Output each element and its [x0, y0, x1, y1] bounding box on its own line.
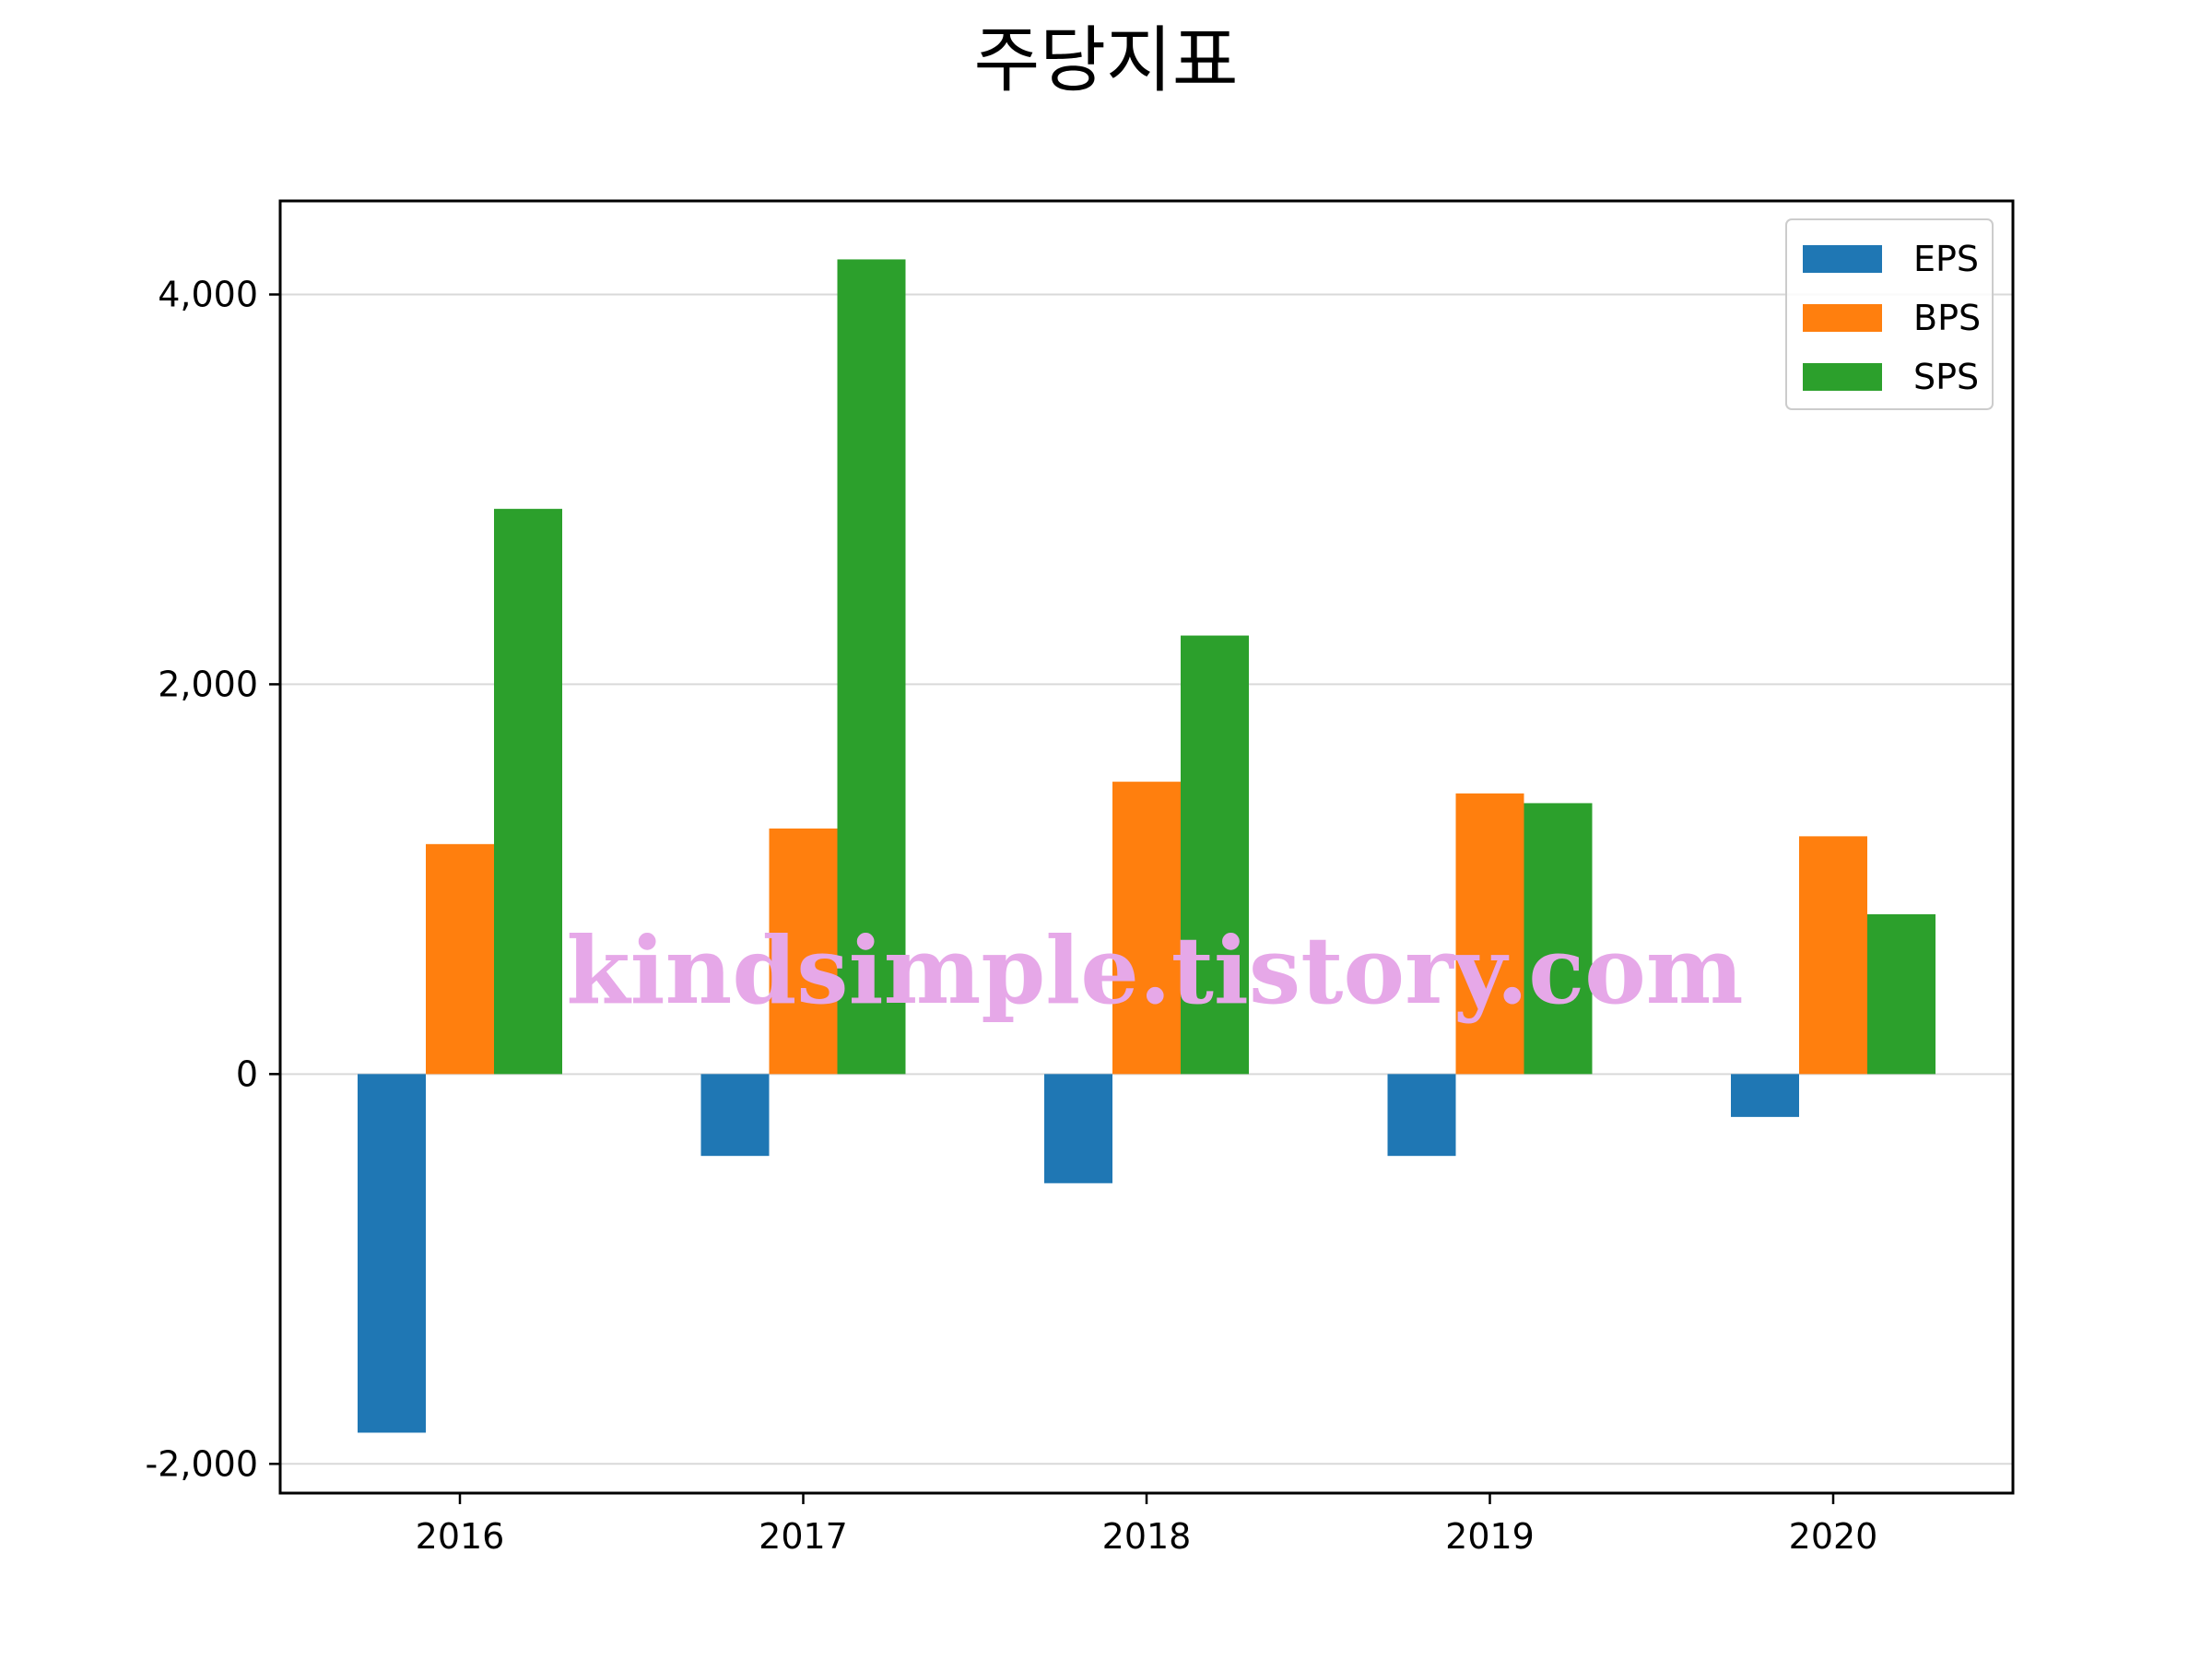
x-tick-label: 2016: [416, 1516, 505, 1557]
legend-label-bps: BPS: [1913, 298, 1981, 338]
bar-eps-2018: [1044, 1074, 1112, 1183]
bars: [358, 259, 1936, 1433]
plot-frame: [278, 199, 2015, 1495]
bar-sps-2018: [1181, 635, 1249, 1075]
bar-eps-2017: [700, 1074, 770, 1157]
bar-sps-2020: [1867, 913, 1936, 1075]
bar-bps-2018: [1112, 782, 1181, 1075]
gridlines: [280, 293, 2013, 1465]
y-tick-label: 2,000: [158, 664, 258, 704]
x-tick-label: 2019: [1445, 1516, 1535, 1557]
y-tick-label: 4,000: [158, 275, 258, 315]
x-tick-label: 2017: [759, 1516, 848, 1557]
bar-eps-2016: [358, 1074, 426, 1433]
y-tick-label: -2,000: [146, 1443, 259, 1484]
legend-swatch-sps: [1803, 363, 1882, 391]
bar-bps-2020: [1799, 836, 1867, 1075]
bar-bps-2016: [426, 843, 494, 1075]
y-axis: -2,000 0 2,000 4,000: [146, 275, 280, 1484]
x-axis: 2016 2017 2018 2019 2020: [416, 1493, 1878, 1557]
y-tick-label: 0: [236, 1053, 258, 1094]
chart-title: 주당지표: [973, 19, 1238, 102]
x-tick-label: 2018: [1102, 1516, 1192, 1557]
x-tick-label: 2020: [1789, 1516, 1878, 1557]
legend-label-eps: EPS: [1913, 239, 1979, 279]
legend-label-sps: SPS: [1913, 357, 1979, 397]
bar-eps-2020: [1731, 1074, 1799, 1117]
legend-swatch-eps: [1803, 245, 1882, 273]
watermark: kindsimple.tistory.com: [566, 916, 1743, 1025]
legend: EPS BPS SPS: [1785, 218, 1994, 410]
bar-sps-2016: [494, 509, 562, 1075]
bar-sps-2017: [837, 259, 906, 1075]
bar-sps-2019: [1524, 803, 1593, 1075]
bar-bps-2017: [769, 828, 838, 1075]
legend-swatch-bps: [1803, 304, 1882, 332]
bar-bps-2019: [1455, 793, 1524, 1075]
bar-eps-2019: [1387, 1074, 1456, 1157]
